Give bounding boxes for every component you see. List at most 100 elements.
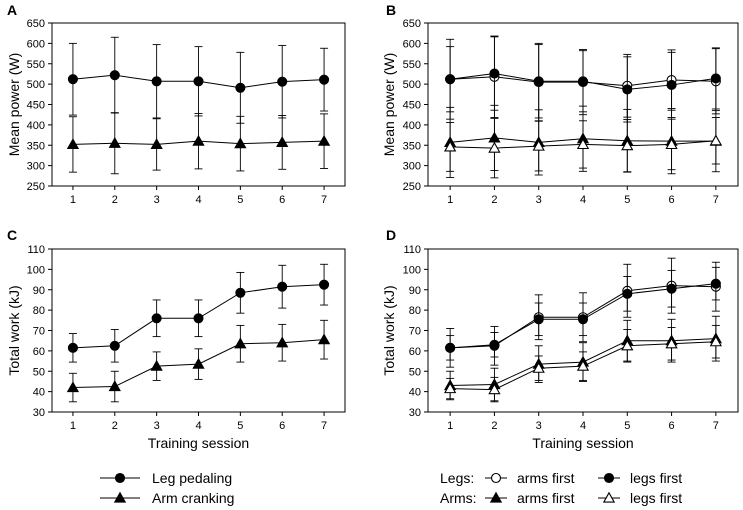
panel-b-xtick-label: 1: [447, 194, 453, 206]
panel-d-data-point: [621, 339, 634, 351]
panel-a-ytick-label: 250: [27, 181, 45, 193]
panel-b-ytick-label: 450: [403, 100, 421, 112]
panel-c-series: [67, 263, 330, 363]
panel-c-series: [66, 319, 331, 403]
panel-d-data-point: [576, 359, 590, 371]
panel-c-data-point: [150, 359, 163, 371]
panel-a-xtick-label: 6: [279, 194, 285, 206]
panel-d: 30 40 50 60 70 80 90 100 110 1 2 3 4 5 6 7 Total work (k…: [381, 227, 739, 451]
panel-c-xtick-label: 6: [279, 420, 285, 432]
panel-a-series: [67, 36, 330, 124]
panel-c-data-point: [235, 287, 246, 298]
panel-c-xtick-label: 7: [321, 420, 327, 432]
panel-d-data-point: [666, 283, 677, 294]
panel-a-xtick-label: 3: [154, 194, 160, 206]
panel-c-ytick-label: 90: [33, 285, 45, 297]
panel-d-xtick-label: 7: [713, 420, 719, 432]
panel-d-data-point: [444, 382, 457, 394]
panel-a-xtick-label: 1: [70, 194, 76, 206]
panel-a-xtick-label: 2: [112, 194, 118, 206]
panel-a-xtick-label: 5: [237, 194, 243, 206]
panel-d-ytick-label: 90: [409, 285, 421, 297]
panel-c-xlabel: Training session: [148, 435, 249, 451]
panel-b-ytick-label: 550: [403, 59, 421, 71]
panel-c-data-point: [193, 313, 204, 324]
panel-c-data-point: [234, 337, 247, 349]
panel-d-ytick-label: 110: [403, 244, 421, 256]
panel-d-data-point: [665, 337, 678, 349]
panel-c-data-point: [67, 342, 78, 353]
panel-c-data-point: [151, 313, 162, 324]
panel-b-ytick-label: 500: [403, 79, 421, 91]
panel-c-ytick-label: 80: [33, 305, 45, 317]
legend-marker: [489, 491, 503, 503]
panel-b-ytick-label: 650: [403, 18, 421, 30]
panel-c-ytick-label: 30: [33, 407, 45, 419]
panel-a-data-point: [234, 137, 247, 149]
legend-label: Arm cranking: [152, 490, 234, 506]
panel-a-xtick-label: 7: [321, 194, 327, 206]
panel-a-data-point: [109, 70, 120, 81]
legend-label: legs first: [630, 490, 682, 506]
legend-right: Legs: arms first legs first Arms: arms first…: [440, 470, 682, 506]
panel-c-data-point: [109, 340, 120, 351]
panel-d-series: [444, 324, 722, 403]
panel-a-series: [66, 112, 331, 175]
panel-d-data-point: [532, 361, 545, 373]
panel-a-xtick-label: 4: [195, 194, 201, 206]
legend-marker: [113, 491, 127, 503]
panel-d-ylabel: Total work (kJ): [381, 285, 397, 375]
panel-b-data-point: [532, 139, 545, 151]
panel-a-ylabel: Mean power (W): [6, 53, 22, 156]
panel-d-xtick-label: 5: [624, 420, 630, 432]
panel-a-data-point: [151, 76, 162, 87]
panel-c-xtick-label: 3: [154, 420, 160, 432]
panel-c-ylabel: Total work (kJ): [6, 285, 22, 375]
panel-d-data-point: [710, 278, 721, 289]
panel-d-xtick-label: 2: [491, 420, 497, 432]
panel-c-xtick-label: 2: [112, 420, 118, 432]
panel-a-data-point: [108, 136, 121, 148]
panel-b-data-point: [576, 138, 590, 150]
panel-d-xtick-label: 4: [580, 420, 586, 432]
panel-a-data-point: [67, 74, 78, 85]
panel-a-data-point: [319, 74, 330, 85]
panel-d-data-point: [577, 314, 589, 325]
legend-label: Leg pedaling: [152, 470, 232, 486]
panel-b-data-point: [666, 79, 677, 90]
panel-d-xlabel: Training session: [532, 435, 633, 451]
panel-a-ytick-label: 500: [27, 79, 45, 91]
legend-marker: [114, 472, 126, 484]
panel-d-ytick-label: 80: [409, 305, 421, 317]
legend-left: Leg pedaling Arm cranking: [100, 470, 234, 506]
panel-c-data-point: [277, 281, 288, 292]
panel-d-data-point: [709, 335, 722, 347]
panel-c-data-point: [319, 279, 330, 290]
panel-b-ytick-label: 400: [403, 120, 421, 132]
panel-b-xtick-label: 3: [536, 194, 542, 206]
panel-b-xtick-label: 4: [580, 194, 586, 206]
panel-d-ytick-label: 100: [403, 264, 421, 276]
panel-b-data-point: [489, 68, 500, 79]
panel-b-ylabel: Mean power (W): [381, 53, 397, 156]
panel-c: 30 40 50 60 70 80 90 100 110 1 2 3 4 5 6 7 Total work (k…: [6, 227, 346, 451]
panel-a-ytick-label: 550: [27, 59, 45, 71]
legend-group-label: Arms:: [440, 490, 477, 506]
legend-label: legs first: [630, 470, 682, 486]
panel-b-ytick-label: 350: [403, 140, 421, 152]
legend-marker: [602, 491, 616, 503]
panel-d-xtick-label: 3: [536, 420, 542, 432]
panel-b-data-point: [710, 73, 721, 84]
panel-c-data-point: [317, 333, 331, 345]
panel-d-letter: D: [386, 227, 396, 243]
panel-d-data-point: [445, 342, 456, 353]
panel-a-ytick-label: 650: [27, 18, 45, 30]
panel-b-data-point: [444, 140, 457, 152]
panel-b-ytick-label: 300: [403, 161, 421, 173]
panel-b-xtick-label: 6: [669, 194, 675, 206]
panel-a-data-point: [66, 138, 80, 150]
panel-a-data-point: [192, 134, 205, 146]
legend-marker: [603, 472, 615, 484]
panel-c-xtick-label: 1: [70, 420, 76, 432]
